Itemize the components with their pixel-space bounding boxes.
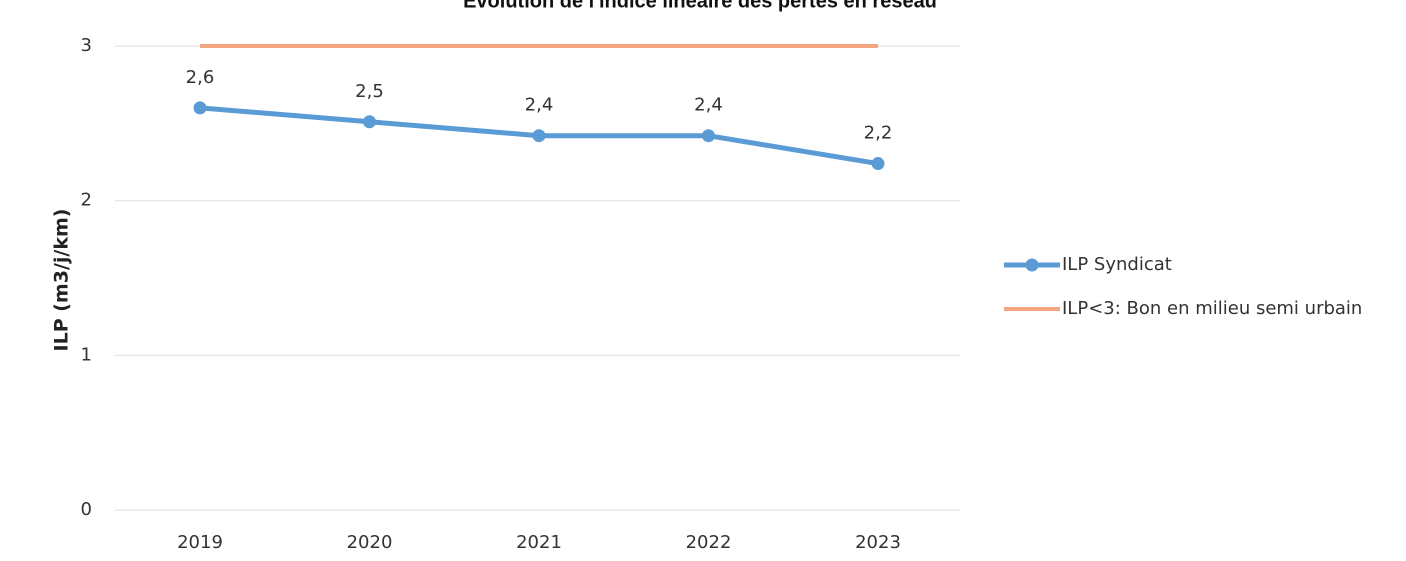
- data-label: 2,6: [186, 67, 215, 88]
- legend-label: ILP<3: Bon en milieu semi urbain: [1062, 298, 1362, 319]
- y-axis-label: ILP (m3/j/km): [51, 209, 73, 352]
- y-tick-label: 3: [81, 35, 92, 56]
- chart-title: Evolution de l'indice linéaire des perte…: [463, 0, 937, 12]
- legend-marker: [1025, 258, 1039, 272]
- data-point: [193, 101, 207, 115]
- y-tick-label: 1: [81, 344, 92, 365]
- y-tick-label: 2: [81, 190, 92, 211]
- data-point: [871, 157, 885, 171]
- data-label: 2,4: [525, 95, 554, 116]
- data-point: [532, 129, 546, 143]
- data-point: [702, 129, 715, 143]
- x-tick-label: 2021: [516, 532, 562, 553]
- data-label: 2,4: [694, 95, 723, 116]
- data-label: 2,5: [355, 81, 384, 102]
- data-label: 2,2: [864, 123, 893, 144]
- x-tick-label: 2019: [177, 532, 223, 553]
- y-tick-label: 0: [81, 499, 92, 520]
- x-tick-label: 2020: [347, 532, 393, 553]
- legend-label: ILP Syndicat: [1062, 254, 1172, 275]
- data-point: [363, 115, 376, 129]
- x-tick-label: 2022: [686, 532, 732, 553]
- x-tick-label: 2023: [855, 532, 901, 553]
